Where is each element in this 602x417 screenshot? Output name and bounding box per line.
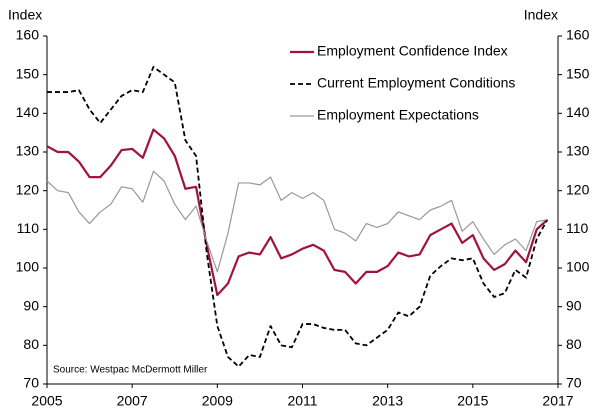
series-line (47, 66, 549, 368)
y-tick-label: 150 (16, 65, 40, 81)
x-tick-label: 2009 (202, 393, 233, 409)
x-tick-label: 2015 (457, 393, 488, 409)
y-tick-label: 130 (16, 143, 40, 159)
y-axis-label: Index (8, 7, 42, 23)
legend-label: Employment Confidence Index (317, 43, 508, 59)
y2-tick-label: 70 (566, 375, 582, 391)
y-tick-label: 160 (16, 27, 40, 43)
y-tick-label: 70 (23, 375, 39, 391)
y-tick-label: 110 (17, 220, 40, 236)
y-tick-label: 140 (16, 104, 40, 120)
y2-axis-label: Index (524, 7, 558, 23)
x-tick-label: 2013 (372, 393, 403, 409)
y2-tick-label: 160 (566, 27, 590, 43)
y-tick-label: 100 (16, 259, 40, 275)
series-line (46, 170, 548, 273)
y-tick-label: 120 (16, 181, 40, 197)
y-tick-label: 90 (23, 297, 39, 313)
legend-label: Employment Expectations (317, 107, 479, 123)
y2-tick-label: 80 (566, 336, 582, 352)
y2-tick-label: 130 (566, 143, 590, 159)
source-note: Source: Westpac McDermott Miller (53, 365, 208, 376)
y2-tick-label: 100 (566, 259, 590, 275)
y-tick-label: 80 (23, 336, 39, 352)
y2-tick-label: 120 (566, 181, 590, 197)
x-tick-label: 2007 (117, 393, 148, 409)
legend-label: Current Employment Conditions (317, 75, 515, 91)
x-tick-label: 2017 (542, 393, 573, 409)
y2-tick-label: 140 (566, 104, 590, 120)
x-tick-label: 2011 (287, 393, 317, 409)
y2-tick-label: 110 (566, 220, 589, 236)
y2-tick-label: 150 (566, 65, 590, 81)
series-line (46, 128, 549, 297)
x-tick-label: 2005 (31, 393, 62, 409)
y2-tick-label: 90 (566, 297, 582, 313)
